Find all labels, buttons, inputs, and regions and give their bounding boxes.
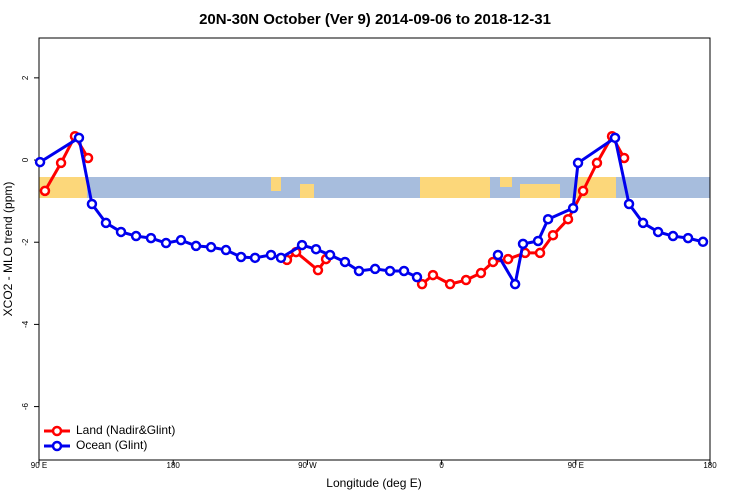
x-tick-label: 0 [439, 461, 444, 470]
data-point [339, 256, 351, 268]
data-point [475, 267, 487, 279]
data-point [517, 238, 529, 250]
x-tick-label: 90 W [298, 461, 317, 470]
data-point [427, 269, 439, 281]
data-point [444, 278, 456, 290]
data-point [509, 278, 521, 290]
data-point [591, 157, 603, 169]
data-point [567, 202, 579, 214]
data-point [220, 244, 232, 256]
y-tick-label: 2 [21, 75, 30, 80]
legend-label: Ocean (Glint) [76, 438, 147, 452]
y-axis-label: XCO2 - MLO trend (ppm) [1, 182, 15, 317]
data-point [249, 252, 261, 264]
y-tick-label: -6 [21, 402, 30, 410]
data-point [73, 132, 85, 144]
data-point [697, 236, 709, 248]
y-tick-label: -4 [21, 320, 30, 328]
map-strip [39, 177, 710, 198]
data-point [547, 229, 559, 241]
data-point [652, 226, 664, 238]
x-tick-label: 90 E [31, 461, 47, 470]
legend-marker [51, 440, 63, 452]
series-line [285, 250, 328, 273]
data-point [115, 226, 127, 238]
data-point [175, 234, 187, 246]
data-point [534, 247, 546, 259]
data-point [411, 271, 423, 283]
data-point [577, 185, 589, 197]
data-point [398, 265, 410, 277]
y-tick-label: -2 [21, 238, 30, 246]
data-point [487, 256, 499, 268]
data-point [542, 213, 554, 225]
data-point [34, 156, 46, 168]
series-line [39, 135, 418, 279]
data-point [384, 265, 396, 277]
data-point [492, 249, 504, 261]
data-point [416, 278, 428, 290]
data-point [235, 251, 247, 263]
data-point [310, 243, 322, 255]
data-point [353, 265, 365, 277]
data-point [637, 217, 649, 229]
data-point [39, 185, 51, 197]
data-point [532, 235, 544, 247]
data-point [275, 252, 287, 264]
data-point [160, 237, 172, 249]
x-tick-label: 90 E [568, 461, 584, 470]
data-point [682, 232, 694, 244]
chart-title: 20N-30N October (Ver 9) 2014-09-06 to 20… [199, 11, 551, 28]
legend-marker [51, 425, 63, 437]
data-point [562, 213, 574, 225]
y-tick-label: 0 [21, 157, 30, 162]
x-axis-label: Longitude (deg E) [326, 476, 421, 490]
data-point [572, 157, 584, 169]
plot-frame [38, 37, 711, 461]
data-point [190, 240, 202, 252]
x-tick-label: 180 [703, 461, 717, 470]
data-point [324, 249, 336, 261]
data-point [130, 230, 142, 242]
data-point [609, 132, 621, 144]
data-point [369, 263, 381, 275]
data-point [667, 230, 679, 242]
series-line [421, 133, 626, 286]
data-point [296, 239, 308, 251]
data-point [312, 264, 324, 276]
data-point [145, 232, 157, 244]
legend-label: Land (Nadir&Glint) [76, 423, 175, 437]
data-point [460, 274, 472, 286]
x-tick-label: 180 [167, 461, 181, 470]
data-point [86, 198, 98, 210]
data-point [205, 241, 217, 253]
data-point [55, 157, 67, 169]
data-point [502, 253, 514, 265]
data-point [265, 249, 277, 261]
data-point [82, 152, 94, 164]
data-point [623, 198, 635, 210]
data-point [100, 217, 112, 229]
